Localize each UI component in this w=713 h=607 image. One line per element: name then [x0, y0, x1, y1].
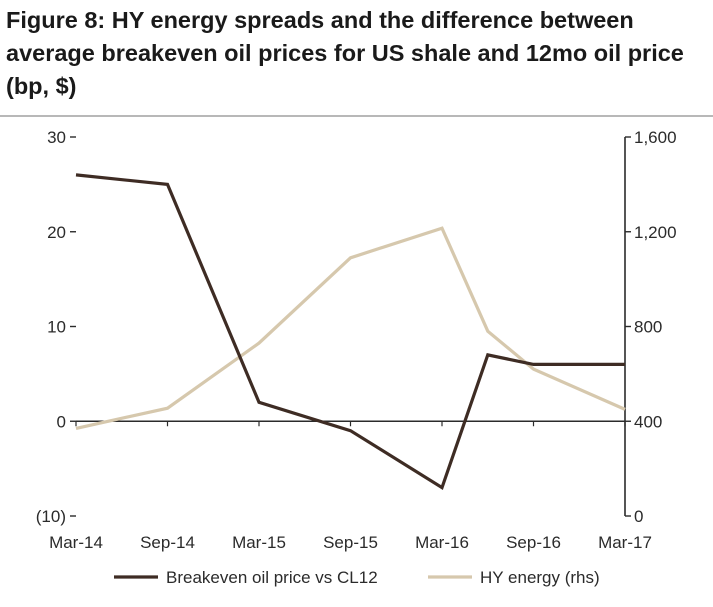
left-tick-label: 20: [47, 223, 66, 242]
tick-labels: (10) 0 10 20 30 0 400 800 1,200 1,600 Mar-14 Sep-14…: [36, 128, 677, 552]
axes: [70, 136, 631, 517]
x-tick-label: Sep-14: [140, 533, 195, 552]
legend: Breakeven oil price vs CL12 HY energy (rh…: [114, 568, 600, 587]
x-tick-label: Sep-15: [323, 533, 378, 552]
left-tick-label: 10: [47, 318, 66, 337]
series-line-breakeven: [75, 173, 625, 491]
x-tick-label: Mar-17: [598, 533, 652, 552]
left-tick-label: (10): [36, 507, 66, 526]
legend-label-hy-energy: HY energy (rhs): [480, 568, 600, 587]
right-tick-label: 0: [634, 507, 643, 526]
series-lines: [75, 173, 626, 491]
x-tick-label: Mar-14: [49, 533, 103, 552]
right-tick-label: 400: [634, 412, 662, 431]
x-tick-label: Mar-15: [232, 533, 286, 552]
right-tick-label: 800: [634, 318, 662, 337]
series-line-hy-energy: [75, 226, 626, 430]
left-tick-label: 0: [57, 412, 66, 431]
legend-label-breakeven: Breakeven oil price vs CL12: [166, 568, 378, 587]
right-tick-label: 1,200: [634, 223, 677, 242]
x-tick-label: Mar-16: [415, 533, 469, 552]
right-tick-label: 1,600: [634, 128, 677, 147]
title-divider: [0, 115, 713, 117]
left-tick-label: 30: [47, 128, 66, 147]
x-tick-label: Sep-16: [506, 533, 561, 552]
chart-title: Figure 8: HY energy spreads and the diff…: [6, 7, 684, 99]
